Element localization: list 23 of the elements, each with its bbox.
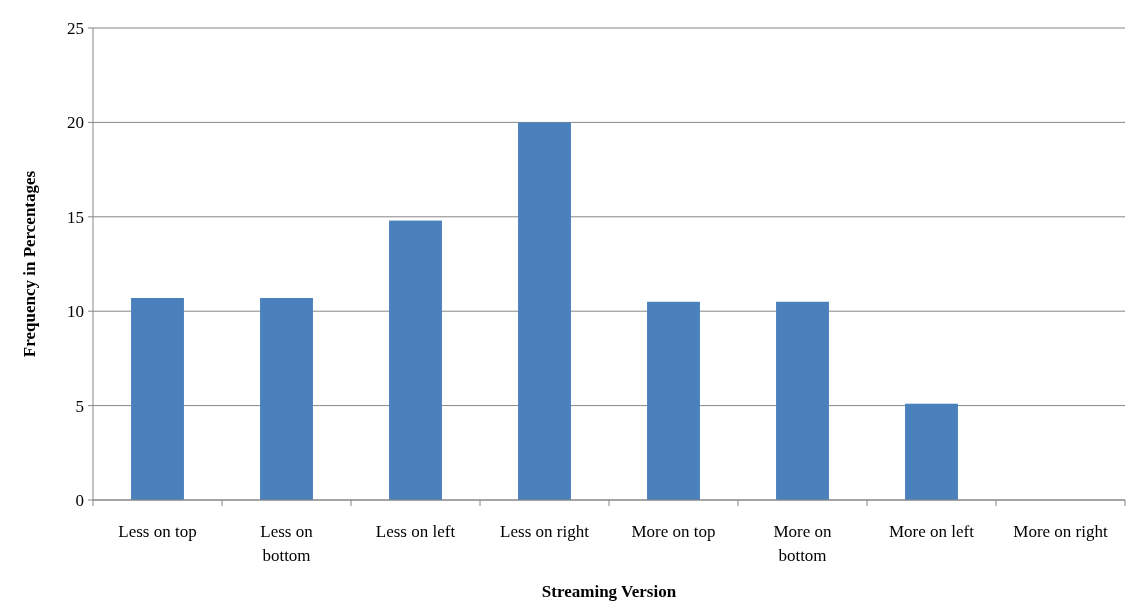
- x-tick-label: Less on right: [500, 522, 590, 541]
- bar: [131, 297, 184, 500]
- x-axis-title: Streaming Version: [541, 582, 677, 601]
- x-tick-label: Less on top: [118, 522, 197, 541]
- y-tick-label: 25: [67, 18, 84, 38]
- bar: [776, 301, 829, 500]
- bar: [647, 301, 700, 500]
- bar: [389, 220, 442, 500]
- x-tick-label: Less on left: [375, 522, 456, 541]
- y-axis-title: Frequency in Percentages: [20, 170, 39, 358]
- y-tick-label: 5: [75, 396, 84, 416]
- x-tick-label: More on left: [889, 522, 975, 541]
- x-tick-label: More on right: [1013, 522, 1108, 541]
- x-tick-label: Less on bottom: [260, 522, 314, 565]
- y-tick-label: 15: [67, 207, 84, 227]
- x-tick-label: More on top: [631, 522, 716, 541]
- x-tick-label: More on bottom: [773, 522, 833, 565]
- y-tick-label: 10: [67, 302, 84, 322]
- bar: [260, 297, 313, 500]
- y-tick-label: 20: [67, 113, 84, 133]
- bar: [518, 122, 571, 500]
- y-tick-label: 0: [75, 490, 84, 510]
- bar: [905, 403, 958, 500]
